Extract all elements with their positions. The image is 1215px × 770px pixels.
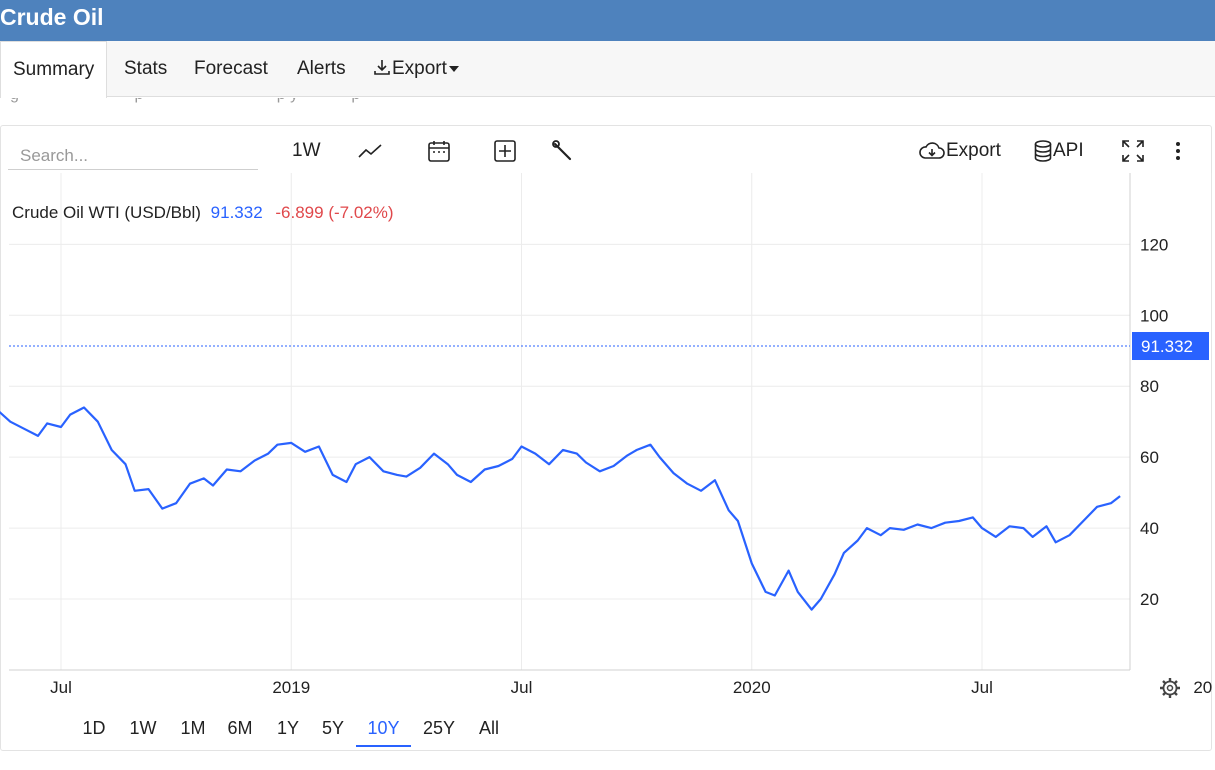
range-25y[interactable]: 25Y [422,718,456,738]
search-input[interactable] [8,142,258,170]
tab-forecast[interactable]: Forecast [194,58,268,79]
y-tick-label: 120 [1140,235,1168,254]
x-tick-label: Jul [50,678,72,697]
chevron-down-icon [448,65,459,72]
x-tick-label: 2020 [733,678,771,697]
last-value-badge [1132,332,1209,361]
settings-tool-button[interactable] [551,136,575,166]
last-value-marker: 91.332 [9,332,1209,361]
tab-alerts[interactable]: Alerts [297,58,346,79]
series-layer [0,406,1121,611]
api-label: API [1053,140,1084,161]
tab-export[interactable]: Export [372,41,459,97]
chart-axes: 20406080100120Jul2019Jul2020Jul2021Jul20… [9,173,1212,697]
tab-summary[interactable]: Summary [0,41,108,98]
add-indicator-icon [494,140,516,162]
legend-last-value: 91.332 [211,203,263,222]
tab-export-label: Export [392,58,447,79]
y-tick-label: 100 [1140,306,1168,325]
chart-legend: Crude Oil WTI (USD/Bbl) 91.332 -6.899 (-… [12,203,394,222]
legend-change: -6.899 (-7.02%) [275,203,393,222]
series-line [0,406,1121,611]
line-chart-icon [358,144,382,158]
tab-bar: Summary Stats Forecast Alerts Export [0,41,1215,98]
clipped-text-shapes: g p p y p [10,98,360,104]
range-1d[interactable]: 1D [82,718,106,738]
chart-type-button[interactable] [357,136,383,166]
range-all[interactable]: All [478,718,499,738]
cloud-download-icon [919,142,945,159]
y-tick-label: 40 [1140,519,1159,538]
range-5y[interactable]: 5Y [321,718,345,738]
tab-stats[interactable]: Stats [124,58,168,79]
legend-series-name: Crude Oil WTI (USD/Bbl) [12,203,201,222]
range-1y[interactable]: 1Y [276,718,300,738]
header-bar: Crude Oil [0,0,1215,41]
export-button[interactable]: Export [918,136,1001,166]
fullscreen-button[interactable] [1120,136,1146,166]
range-1m[interactable]: 1M [180,718,206,738]
last-value-label: 91.332 [1141,337,1193,356]
range-1w[interactable]: 1W [129,718,157,738]
calendar-icon [428,140,450,162]
chart-settings-button[interactable] [1160,678,1180,698]
database-icon [1034,140,1052,162]
y-tick-label: 80 [1140,377,1159,396]
x-tick-label: 2019 [272,678,310,697]
price-chart[interactable]: 20406080100120Jul2019Jul2020Jul2021Jul20… [0,173,1212,705]
add-indicator-button[interactable] [493,136,517,166]
api-button[interactable]: API [1033,136,1084,166]
date-range-button[interactable] [427,136,451,166]
y-tick-label: 20 [1140,590,1159,609]
wrench-icon [552,140,572,161]
svg-text:Crude Oil WTI (USD/Bbl): Crude Oil WTI (USD/Bbl) 91.332 -6.899 (-… [12,203,394,222]
export-label: Export [946,140,1001,161]
more-menu-button[interactable] [1171,136,1185,166]
download-icon [374,60,390,75]
more-icon [1176,141,1180,160]
clipped-text-strip: g p p y p [0,98,1215,104]
range-6m[interactable]: 6M [227,718,253,738]
interval-button[interactable]: 1W [292,140,321,161]
page-title: Crude Oil [0,4,104,30]
x-tick-label: 2021 [1193,678,1212,697]
range-10y[interactable]: 10Y [356,705,411,747]
fullscreen-icon [1122,140,1144,162]
y-tick-label: 60 [1140,448,1159,467]
x-tick-label: Jul [511,678,533,697]
x-tick-label: Jul [971,678,993,697]
gear-icon [1160,678,1180,698]
chart-panel: 1W Export API [0,125,1212,751]
range-selector: 1D 1W 1M 6M 1Y 5Y 10Y 25Y All [0,705,1212,747]
grid-lines [9,173,1212,670]
